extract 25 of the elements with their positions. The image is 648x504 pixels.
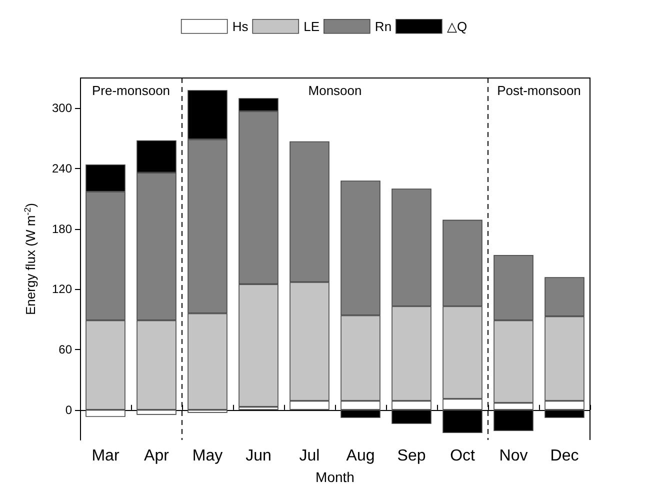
y-tick-label: 60	[58, 342, 72, 356]
x-tick-label: May	[192, 448, 223, 464]
annotation: Post-monsoon	[497, 83, 581, 98]
legend-label: Hs	[232, 18, 249, 34]
legend-label: △Q	[446, 18, 468, 34]
legend-label: Rn	[374, 18, 392, 34]
x-tick-label: Nov	[499, 448, 528, 464]
x-tick-label: Mar	[92, 448, 120, 464]
x-tick-label: Jun	[246, 448, 272, 464]
annotation: Pre-monsoon	[92, 83, 170, 98]
y-tick-label: 120	[52, 282, 72, 296]
x-tick-label: Sep	[397, 448, 426, 464]
y-tick-label: 180	[52, 222, 72, 236]
x-tick-label: Dec	[550, 448, 579, 464]
x-tick-label: Jul	[299, 448, 320, 464]
y-tick-label: 240	[52, 162, 72, 176]
annotation: Monsoon	[308, 83, 362, 98]
x-tick-label: Oct	[450, 448, 476, 464]
y-tick-label: 300	[52, 101, 72, 116]
x-tick-label: Aug	[346, 448, 375, 464]
x-tick-label: Apr	[144, 448, 170, 464]
x-axis-title: Month	[316, 469, 354, 485]
y-axis-title: Energy flux (W m-2)	[22, 202, 38, 316]
y-tick-label: 0	[65, 402, 72, 417]
legend-label: LE	[304, 18, 320, 34]
